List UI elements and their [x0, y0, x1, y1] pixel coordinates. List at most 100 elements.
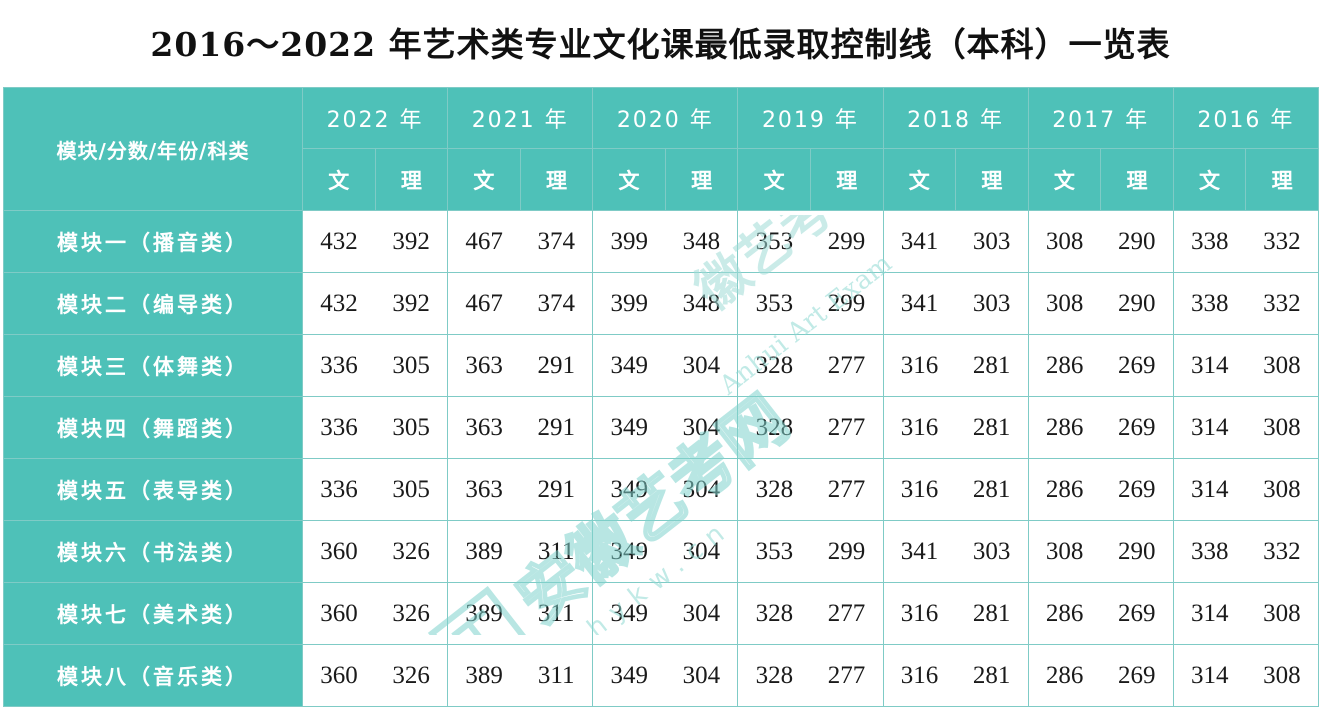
score-cell: 328	[737, 334, 811, 397]
score-cell: 328	[737, 644, 811, 707]
score-cell: 281	[955, 644, 1029, 707]
table-row: 模块四（舞蹈类） 336 305 363 291 349 304 328 277 316 281 28…	[3, 396, 1319, 459]
score-cell: 269	[1100, 396, 1174, 459]
score-cell: 336	[302, 458, 376, 521]
subject-header-wen: 文	[737, 148, 811, 211]
score-cell: 363	[447, 458, 521, 521]
score-cell: 336	[302, 396, 376, 459]
row-label: 模块八（音乐类）	[3, 644, 303, 707]
subject-header-wen: 文	[1172, 148, 1247, 211]
score-cell: 286	[1027, 334, 1101, 397]
score-cell: 316	[882, 458, 956, 521]
score-cell: 308	[1245, 458, 1319, 521]
score-cell: 305	[375, 334, 449, 397]
score-cell: 326	[375, 520, 449, 583]
subject-header-li: 理	[664, 148, 739, 211]
score-cell: 349	[592, 334, 666, 397]
score-cell: 314	[1172, 396, 1246, 459]
subject-header-wen: 文	[302, 148, 376, 211]
score-cell: 308	[1027, 272, 1101, 335]
score-cell: 338	[1172, 520, 1246, 583]
score-cell: 363	[447, 396, 521, 459]
score-cell: 338	[1172, 272, 1246, 335]
score-cell: 399	[592, 272, 666, 335]
score-cell: 432	[302, 272, 376, 335]
score-cell: 286	[1027, 644, 1101, 707]
score-cell: 308	[1027, 520, 1101, 583]
score-cell: 299	[810, 520, 884, 583]
score-cell: 305	[375, 396, 449, 459]
score-cell: 399	[592, 210, 666, 273]
score-cell: 314	[1172, 458, 1246, 521]
score-cell: 291	[520, 458, 594, 521]
score-cell: 353	[737, 272, 811, 335]
subject-header-wen: 文	[592, 148, 666, 211]
score-cell: 269	[1100, 458, 1174, 521]
year-header: 2017 年	[1027, 87, 1174, 149]
score-cell: 338	[1172, 210, 1246, 273]
score-cell: 311	[520, 520, 594, 583]
subject-header-li: 理	[809, 148, 884, 211]
score-cell: 389	[447, 644, 521, 707]
score-cell: 336	[302, 334, 376, 397]
score-cell: 311	[520, 644, 594, 707]
score-cell: 328	[737, 396, 811, 459]
row-label: 模块五（表导类）	[3, 458, 303, 521]
score-cell: 328	[737, 458, 811, 521]
score-cell: 389	[447, 520, 521, 583]
score-cell: 286	[1027, 396, 1101, 459]
score-cell: 332	[1245, 272, 1319, 335]
score-cell: 392	[375, 210, 449, 273]
score-cell: 392	[375, 272, 449, 335]
score-cell: 314	[1172, 582, 1246, 645]
table-row: 模块六（书法类） 360 326 389 311 349 304 353 299 341 303 30…	[3, 520, 1319, 583]
score-cell: 374	[520, 272, 594, 335]
subject-header-li: 理	[1100, 148, 1174, 211]
score-cell: 316	[882, 396, 956, 459]
score-cell: 308	[1245, 644, 1319, 707]
score-cell: 308	[1027, 210, 1101, 273]
score-table: 模块/分数/年份/科类 2022 年 2021 年 2020 年 2019 年 …	[3, 87, 1320, 707]
table-row: 模块二（编导类） 432 392 467 374 399 348 353 299 341 303 30…	[3, 272, 1319, 335]
score-cell: 360	[302, 644, 376, 707]
table-row: 模块一（播音类） 432 392 467 374 399 348 353 299 341 303 30…	[3, 210, 1319, 273]
score-cell: 308	[1245, 396, 1319, 459]
score-cell: 304	[665, 644, 739, 707]
row-label: 模块一（播音类）	[3, 210, 303, 273]
score-cell: 353	[737, 520, 811, 583]
score-cell: 291	[520, 396, 594, 459]
year-header: 2018 年	[882, 87, 1029, 149]
score-cell: 389	[447, 582, 521, 645]
score-cell: 299	[810, 210, 884, 273]
score-cell: 269	[1100, 334, 1174, 397]
table-row: 模块三（体舞类） 336 305 363 291 349 304 328 277 316 281 28…	[3, 334, 1319, 397]
score-cell: 316	[882, 334, 956, 397]
subject-header-wen: 文	[1027, 148, 1102, 211]
table-row: 模块七（美术类） 360 326 389 311 349 304 328 277 316 281 28…	[3, 582, 1319, 645]
score-cell: 316	[882, 582, 956, 645]
score-cell: 360	[302, 520, 376, 583]
score-cell: 353	[737, 210, 811, 273]
row-label: 模块二（编导类）	[3, 272, 303, 335]
score-cell: 269	[1100, 644, 1174, 707]
score-cell: 304	[665, 520, 739, 583]
score-cell: 304	[665, 396, 739, 459]
score-cell: 277	[810, 458, 884, 521]
score-cell: 348	[665, 210, 739, 273]
score-cell: 314	[1172, 334, 1246, 397]
score-cell: 281	[955, 334, 1029, 397]
year-header-row: 模块/分数/年份/科类 2022 年 2021 年 2020 年 2019 年 …	[3, 87, 1320, 211]
row-label: 模块四（舞蹈类）	[3, 396, 303, 459]
score-cell: 290	[1100, 210, 1174, 273]
year-header: 2016 年	[1172, 87, 1320, 149]
score-cell: 277	[810, 334, 884, 397]
score-cell: 349	[592, 582, 666, 645]
score-cell: 308	[1245, 334, 1319, 397]
table-row: 模块八（音乐类） 360 326 389 311 349 304 328 277 316 281 28…	[3, 644, 1319, 707]
subject-header-wen: 文	[447, 148, 521, 211]
score-cell: 308	[1245, 582, 1319, 645]
score-cell: 341	[882, 210, 956, 273]
score-cell: 290	[1100, 520, 1174, 583]
score-cell: 349	[592, 644, 666, 707]
score-cell: 277	[810, 582, 884, 645]
